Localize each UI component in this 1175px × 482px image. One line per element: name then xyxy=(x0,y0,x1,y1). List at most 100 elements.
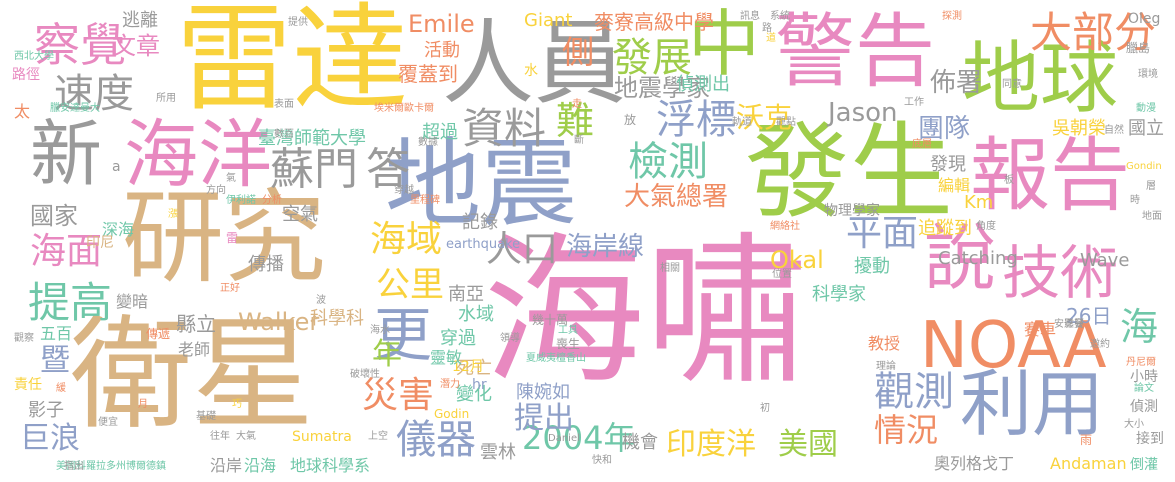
word-technology: 技術 xyxy=(1002,239,1119,307)
word-time: 時 xyxy=(1130,195,1140,206)
word-wu-chaorong: 吳朝榮 xyxy=(1052,118,1106,139)
word-okal: Okal xyxy=(770,246,824,274)
word-sensitive: 靈敏 xyxy=(430,348,463,367)
word-wave-zh: 波 xyxy=(316,295,326,306)
word-personnel: 人員 xyxy=(442,10,627,117)
word-difficult: 難 xyxy=(556,99,595,143)
word-report: 報告 xyxy=(970,129,1130,222)
word-2004: 2004年 xyxy=(522,419,636,457)
word-chance: 機會 xyxy=(622,432,658,453)
word-nation: 國家 xyxy=(30,202,78,230)
word-propose: 提出 xyxy=(514,401,574,436)
word-south-asia: 南亞 xyxy=(448,284,484,305)
word-daniel: Daniel xyxy=(548,433,580,444)
word-science-dept: 科學科 xyxy=(310,308,364,329)
word-sea-surface: 海面 xyxy=(30,231,103,272)
word-walk: 走 xyxy=(572,99,582,110)
word-ground: 地面 xyxy=(1142,211,1162,222)
word-qi: 氣 xyxy=(226,173,236,184)
word-nature: 自然 xyxy=(1104,125,1124,136)
word-deploy: 佈署 xyxy=(930,68,983,98)
word-shadow: 影子 xyxy=(28,400,64,421)
word-buoy: 浮標 xyxy=(656,97,736,143)
word-used: 所用 xyxy=(156,93,176,104)
word-death: 死亡 xyxy=(456,358,492,379)
word-point-out: 指出 xyxy=(64,461,84,472)
word-rise: 漲 xyxy=(168,209,178,220)
word-andaman-zh: 安達曼 xyxy=(1054,319,1084,330)
word-radar: 雷達 xyxy=(176,0,408,127)
word-ocean: 海洋 xyxy=(124,112,272,198)
word-provide: 提供 xyxy=(288,17,308,28)
word-professor: 教授 xyxy=(868,334,901,353)
word-cover: 覆蓋到 xyxy=(398,62,458,86)
word-backflow: 倒灌 xyxy=(1130,457,1158,473)
word-new: 新 xyxy=(30,112,103,196)
word-water-area: 水域 xyxy=(458,304,494,325)
word-county: 縣立 xyxy=(176,312,216,336)
word-tracked: 追蹤到 xyxy=(918,218,972,239)
word-orbit: 軌道 xyxy=(732,117,752,128)
word-mailiao-high: 麥寮高級中學 xyxy=(594,10,714,34)
word-yunlin: 雲林 xyxy=(480,442,516,463)
word-waters: 海域 xyxy=(370,219,443,260)
word-honolulu: 夏威夷檀香山 xyxy=(526,353,586,364)
word-andaman: Andaman xyxy=(1050,454,1127,473)
word-activity: 活動 xyxy=(424,40,460,61)
word-cross: 穿越 xyxy=(394,185,414,196)
word-transmit: 傳遞 xyxy=(146,327,171,341)
word-majority: 大部分 xyxy=(1030,8,1157,57)
word-andaman-univ: 臘安達曼大 xyxy=(50,103,100,114)
word-article: 文章 xyxy=(112,32,160,60)
word-hundreds: 數百 xyxy=(274,129,294,140)
word-network: 網絡社 xyxy=(770,221,800,232)
word-observe: 觀測 xyxy=(874,369,954,415)
word-record: 記錄 xyxy=(462,212,498,233)
word-milestone: 里程碑 xyxy=(410,195,440,206)
word-system: 系統 xyxy=(770,11,790,22)
word-noaa-zh: 大氣總署 xyxy=(624,182,729,212)
word-coastline: 海岸線 xyxy=(566,232,645,262)
word-earth-sci-dept: 地球科學系 xyxy=(290,456,371,475)
word-path-zh: 道 xyxy=(766,33,776,44)
word-scientist: 科學家 xyxy=(812,284,866,305)
word-data2: 數據 xyxy=(418,137,438,148)
word-oleg: Oleg xyxy=(1128,11,1161,27)
word-satellite: 衛星 xyxy=(70,304,314,446)
word-more: 更 xyxy=(374,301,433,369)
word-hundreds-thousands: 幾十萬 xyxy=(532,313,569,327)
word-hours: 小時 xyxy=(1130,369,1158,385)
word-message: 訊息 xyxy=(740,11,760,22)
word-coast: 沿岸 xyxy=(210,456,243,475)
word-work: 工作 xyxy=(904,97,924,108)
word-agree: 同意 xyxy=(1002,79,1022,90)
word-data: 資料 xyxy=(462,104,547,153)
word-national: 國立 xyxy=(1128,118,1164,139)
word-invite: 邀約 xyxy=(1090,339,1110,350)
word-die: 喪生 xyxy=(556,337,581,351)
word-ntnu: 臺灣師範大學 xyxy=(258,128,366,149)
word-giant: Giant xyxy=(524,10,573,31)
word-giant-wave: 巨浪 xyxy=(20,421,80,456)
word-plate: 板 xyxy=(1004,175,1014,186)
word-sumen: 蘇門 xyxy=(270,144,358,195)
word-seawater: 海水 xyxy=(370,325,390,336)
word-say: 說 xyxy=(924,216,997,300)
word-research: 研究 xyxy=(122,179,326,298)
word-godin: Godin xyxy=(434,407,470,421)
word-cheap: 便宜 xyxy=(98,417,118,428)
word-environment: 環境 xyxy=(1138,69,1158,80)
word-editor: 編輯 xyxy=(938,176,971,195)
word-discover: 發現 xyxy=(930,154,966,175)
word-clever: 巧 xyxy=(232,399,242,410)
word-analyze: 分析 xyxy=(262,195,282,206)
word-la-island: 臘島 xyxy=(1126,41,1151,55)
word-month: 月 xyxy=(138,399,148,410)
word-influence: 影響 xyxy=(1064,319,1084,330)
word-responsibility: 責任 xyxy=(14,377,42,393)
word-break: 斷 xyxy=(574,135,584,146)
word-and: 暨 xyxy=(40,343,70,378)
word-atmosphere: 大氣 xyxy=(236,431,256,442)
word-indonesia: 印尼 xyxy=(86,235,114,251)
word-basis: 基礎 xyxy=(196,411,216,422)
